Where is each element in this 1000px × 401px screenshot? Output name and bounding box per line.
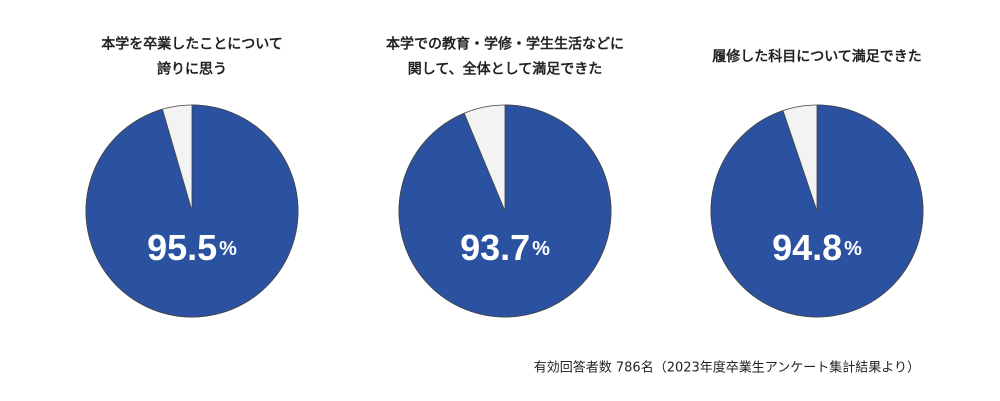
pie-slice	[85, 104, 299, 318]
value-number: 95.5	[147, 227, 217, 268]
value-number: 93.7	[460, 227, 530, 268]
pie-slice	[398, 104, 612, 318]
chart-title: 本学を卒業したことについて	[101, 36, 283, 53]
value-label: 95.5%	[147, 227, 237, 268]
value-unit: %	[219, 238, 237, 260]
chart-title: 関して、全体として満足できた	[408, 61, 602, 78]
value-label: 93.7%	[460, 227, 550, 268]
value-unit: %	[532, 238, 550, 260]
chart-title: 本学での教育・学修・学生生活などに	[386, 36, 624, 53]
footnote: 有効回答者数 786名（2023年度卒業生アンケート集計結果より）	[534, 360, 920, 376]
value-unit: %	[844, 238, 862, 260]
pie-slice	[710, 104, 924, 318]
value-label: 94.8%	[772, 227, 862, 268]
chart-title: 履修した科目について満足できた	[712, 48, 922, 65]
chart-title: 誇りに思う	[157, 61, 227, 78]
value-number: 94.8	[772, 227, 842, 268]
